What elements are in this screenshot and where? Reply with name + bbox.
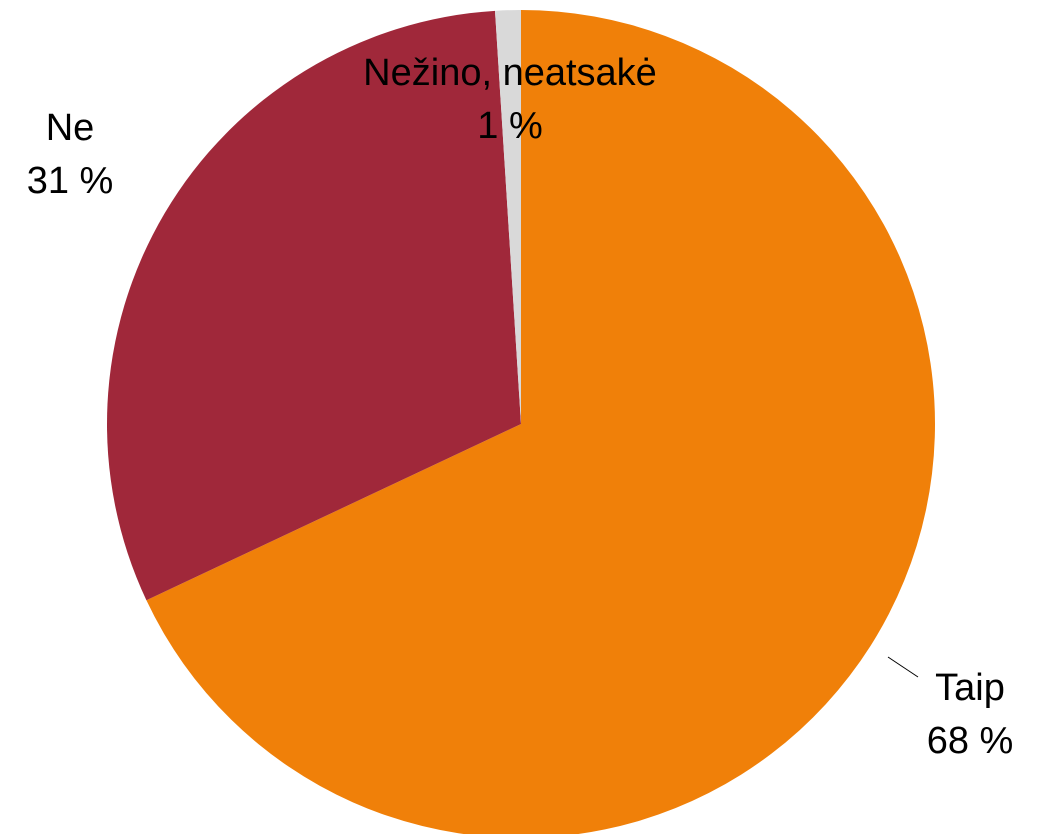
slice-value-label: 68 % [927, 720, 1014, 762]
slice-label: Nežino, neatsakė [363, 52, 657, 94]
pie-slice [495, 10, 521, 424]
slice-value-label: 31 % [27, 160, 114, 202]
pie-slice [106, 10, 521, 601]
pie-slice [146, 10, 935, 834]
leader-line [887, 656, 919, 678]
slice-label: Ne [46, 107, 95, 149]
slice-label: Taip [935, 667, 1005, 709]
slice-value-label: 1 % [477, 105, 542, 147]
